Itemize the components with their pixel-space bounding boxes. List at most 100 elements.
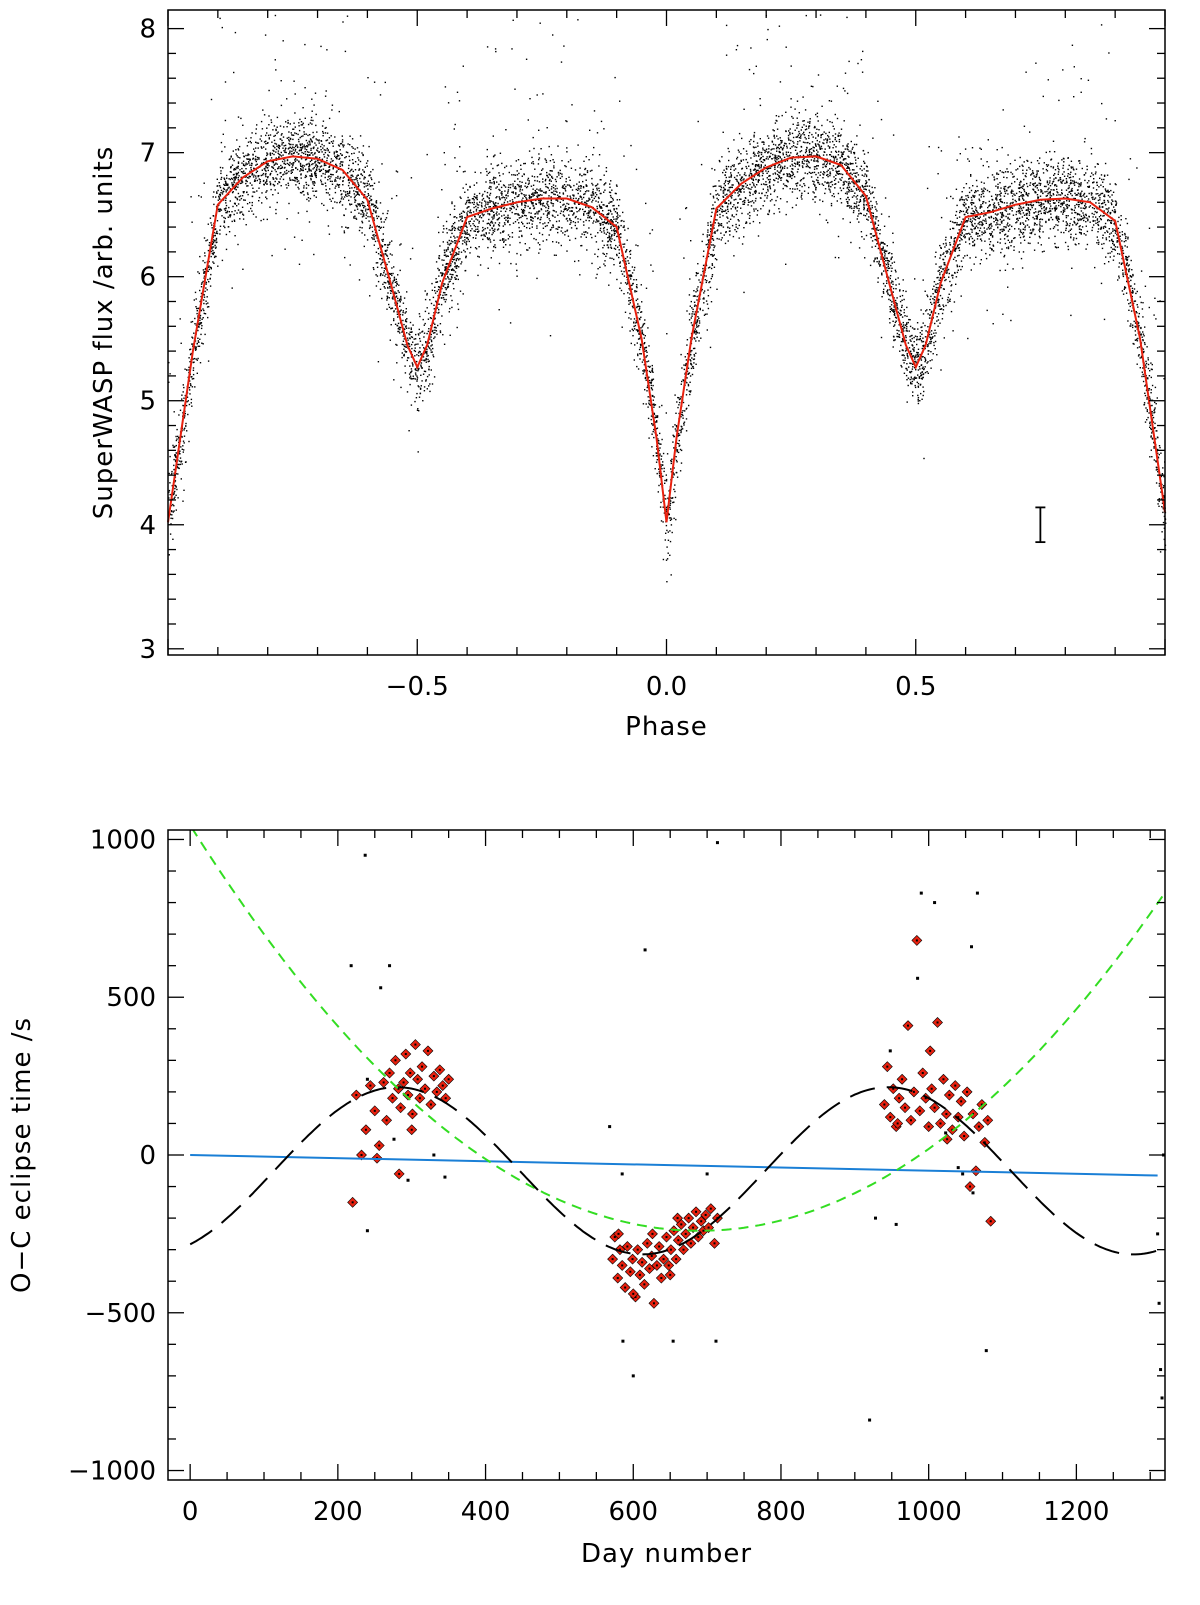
flux-point bbox=[605, 167, 608, 169]
flux-point bbox=[943, 252, 945, 254]
flux-point bbox=[809, 120, 811, 123]
flux-point bbox=[863, 191, 865, 193]
flux-point bbox=[235, 172, 237, 175]
flux-point bbox=[682, 401, 685, 404]
flux-point bbox=[1044, 212, 1046, 215]
flux-point bbox=[720, 239, 722, 241]
flux-point bbox=[512, 205, 515, 208]
flux-point bbox=[346, 191, 348, 193]
flux-point bbox=[507, 192, 509, 194]
flux-point bbox=[1132, 342, 1134, 345]
flux-point bbox=[738, 224, 740, 227]
flux-point bbox=[210, 98, 213, 101]
flux-point bbox=[283, 145, 285, 147]
flux-point bbox=[685, 359, 688, 361]
flux-point bbox=[940, 267, 942, 269]
flux-point bbox=[385, 282, 387, 284]
flux-point bbox=[726, 222, 728, 224]
flux-point bbox=[245, 175, 247, 178]
flux-point bbox=[199, 322, 201, 324]
flux-point bbox=[797, 124, 800, 126]
flux-point bbox=[1000, 198, 1002, 200]
flux-point bbox=[603, 253, 605, 255]
flux-point bbox=[881, 249, 883, 251]
flux-point bbox=[937, 313, 940, 315]
flux-point bbox=[1043, 209, 1046, 212]
flux-point bbox=[904, 357, 906, 359]
flux-point bbox=[1005, 215, 1007, 218]
flux-point bbox=[577, 218, 579, 220]
flux-point bbox=[619, 100, 621, 102]
flux-point bbox=[675, 471, 677, 474]
flux-point bbox=[387, 210, 389, 212]
flux-point bbox=[344, 157, 346, 159]
flux-point bbox=[423, 390, 426, 392]
flux-point bbox=[345, 156, 347, 158]
flux-point bbox=[832, 140, 834, 143]
flux-point bbox=[621, 326, 623, 328]
flux-point bbox=[1057, 229, 1059, 231]
flux-point bbox=[1095, 211, 1098, 214]
flux-point bbox=[997, 173, 1000, 175]
flux-point bbox=[917, 394, 919, 397]
flux-point bbox=[988, 205, 990, 207]
flux-point bbox=[971, 147, 974, 149]
flux-point bbox=[739, 188, 742, 191]
flux-point bbox=[985, 257, 988, 260]
flux-point bbox=[848, 167, 850, 169]
flux-point bbox=[1148, 389, 1150, 391]
flux-point bbox=[1067, 196, 1069, 199]
flux-point bbox=[393, 310, 395, 312]
flux-point bbox=[641, 333, 644, 335]
flux-point bbox=[428, 312, 430, 315]
flux-point bbox=[738, 151, 740, 153]
flux-point bbox=[816, 153, 818, 155]
flux-point bbox=[618, 256, 620, 259]
flux-point bbox=[387, 280, 389, 282]
flux-point bbox=[1138, 322, 1140, 324]
flux-point bbox=[1019, 231, 1022, 233]
flux-point bbox=[1138, 346, 1141, 348]
flux-point bbox=[444, 267, 446, 269]
flux-point bbox=[876, 261, 878, 263]
flux-point bbox=[1003, 256, 1005, 258]
flux-point bbox=[536, 225, 538, 227]
flux-point bbox=[1098, 241, 1100, 244]
flux-point bbox=[636, 365, 638, 368]
flux-point bbox=[965, 195, 967, 197]
flux-point bbox=[780, 142, 782, 144]
flux-point bbox=[402, 302, 405, 304]
flux-point bbox=[577, 221, 579, 223]
flux-point bbox=[525, 182, 527, 184]
flux-point bbox=[789, 128, 791, 130]
flux-point bbox=[688, 404, 690, 407]
flux-point bbox=[630, 342, 632, 345]
flux-point bbox=[919, 368, 921, 370]
flux-point bbox=[1004, 269, 1007, 271]
flux-point bbox=[244, 172, 246, 174]
flux-point bbox=[534, 216, 536, 218]
flux-point bbox=[972, 244, 974, 247]
flux-point bbox=[382, 233, 384, 235]
flux-point bbox=[930, 333, 933, 335]
flux-point bbox=[709, 286, 712, 289]
flux-point bbox=[624, 257, 627, 260]
flux-point bbox=[1145, 407, 1147, 409]
flux-point bbox=[1134, 330, 1136, 332]
flux-point bbox=[1009, 241, 1011, 244]
flux-point bbox=[373, 205, 375, 208]
flux-point bbox=[553, 161, 555, 163]
flux-point bbox=[818, 141, 821, 143]
flux-point bbox=[1152, 416, 1155, 419]
flux-point bbox=[1080, 233, 1082, 235]
flux-point bbox=[981, 206, 983, 208]
flux-point bbox=[648, 345, 650, 347]
flux-point bbox=[308, 151, 310, 153]
flux-point bbox=[724, 188, 726, 190]
flux-point bbox=[699, 281, 701, 283]
flux-point bbox=[791, 160, 793, 162]
flux-point bbox=[788, 155, 790, 157]
flux-point bbox=[777, 138, 779, 140]
flux-point bbox=[403, 338, 405, 340]
flux-point bbox=[1082, 217, 1084, 219]
